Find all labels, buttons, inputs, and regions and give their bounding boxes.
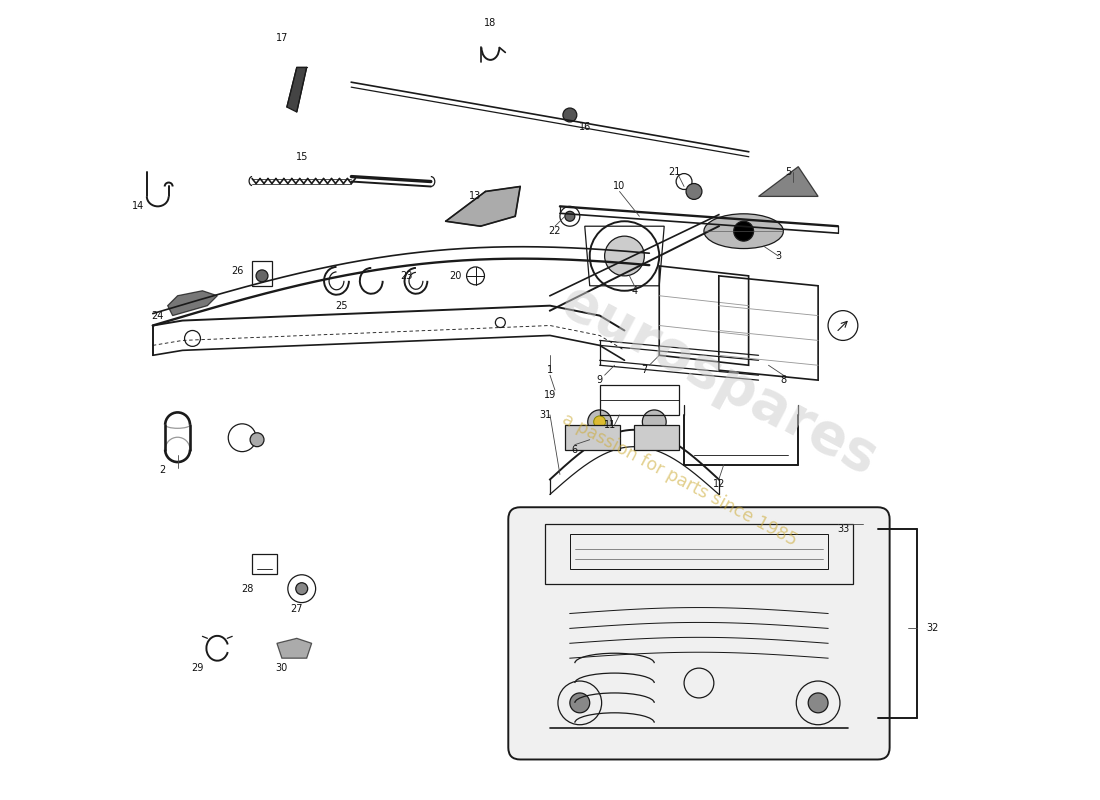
Text: 10: 10 [614, 182, 626, 191]
Circle shape [605, 236, 645, 276]
Polygon shape [446, 186, 520, 226]
Circle shape [256, 270, 268, 282]
Circle shape [587, 410, 612, 434]
Circle shape [686, 183, 702, 199]
Circle shape [593, 428, 606, 442]
Circle shape [734, 222, 754, 241]
Text: 6: 6 [572, 445, 578, 454]
FancyBboxPatch shape [508, 507, 890, 759]
Text: 24: 24 [152, 310, 164, 321]
Text: 17: 17 [276, 33, 288, 42]
Text: 26: 26 [231, 266, 243, 276]
Polygon shape [759, 166, 818, 197]
Text: 5: 5 [785, 166, 792, 177]
Text: eurospares: eurospares [551, 274, 887, 486]
Circle shape [565, 211, 575, 222]
Circle shape [570, 693, 590, 713]
Text: 15: 15 [296, 152, 308, 162]
Text: 30: 30 [276, 663, 288, 673]
Circle shape [808, 693, 828, 713]
Circle shape [594, 416, 606, 428]
Text: a passion for parts since 1985: a passion for parts since 1985 [559, 410, 800, 550]
Text: 9: 9 [596, 375, 603, 385]
Text: 28: 28 [241, 584, 253, 594]
Text: 7: 7 [641, 366, 648, 375]
Text: 16: 16 [579, 122, 591, 132]
Ellipse shape [704, 214, 783, 249]
Text: 8: 8 [780, 375, 786, 385]
Circle shape [585, 420, 615, 450]
Text: 4: 4 [631, 286, 638, 296]
Text: 11: 11 [604, 420, 616, 430]
Circle shape [296, 582, 308, 594]
Text: 22: 22 [549, 226, 561, 236]
Circle shape [642, 410, 667, 434]
Text: 19: 19 [543, 390, 557, 400]
Polygon shape [635, 425, 679, 450]
Text: 31: 31 [539, 410, 551, 420]
Text: 20: 20 [450, 271, 462, 281]
Circle shape [563, 108, 576, 122]
Text: 12: 12 [713, 479, 725, 490]
Text: 25: 25 [336, 301, 348, 310]
Text: 23: 23 [399, 271, 412, 281]
Text: 1: 1 [547, 366, 553, 375]
Polygon shape [287, 67, 307, 112]
Text: 13: 13 [470, 191, 482, 202]
Text: 21: 21 [668, 166, 680, 177]
Text: 2: 2 [160, 465, 166, 474]
Circle shape [250, 433, 264, 446]
Text: 18: 18 [484, 18, 496, 28]
Text: 33: 33 [837, 524, 849, 534]
Polygon shape [277, 638, 311, 658]
Polygon shape [167, 290, 218, 315]
Text: 27: 27 [290, 603, 303, 614]
Text: 29: 29 [191, 663, 204, 673]
Text: 14: 14 [132, 202, 144, 211]
Text: 32: 32 [926, 623, 938, 634]
Polygon shape [565, 425, 619, 450]
Text: 3: 3 [776, 251, 781, 261]
